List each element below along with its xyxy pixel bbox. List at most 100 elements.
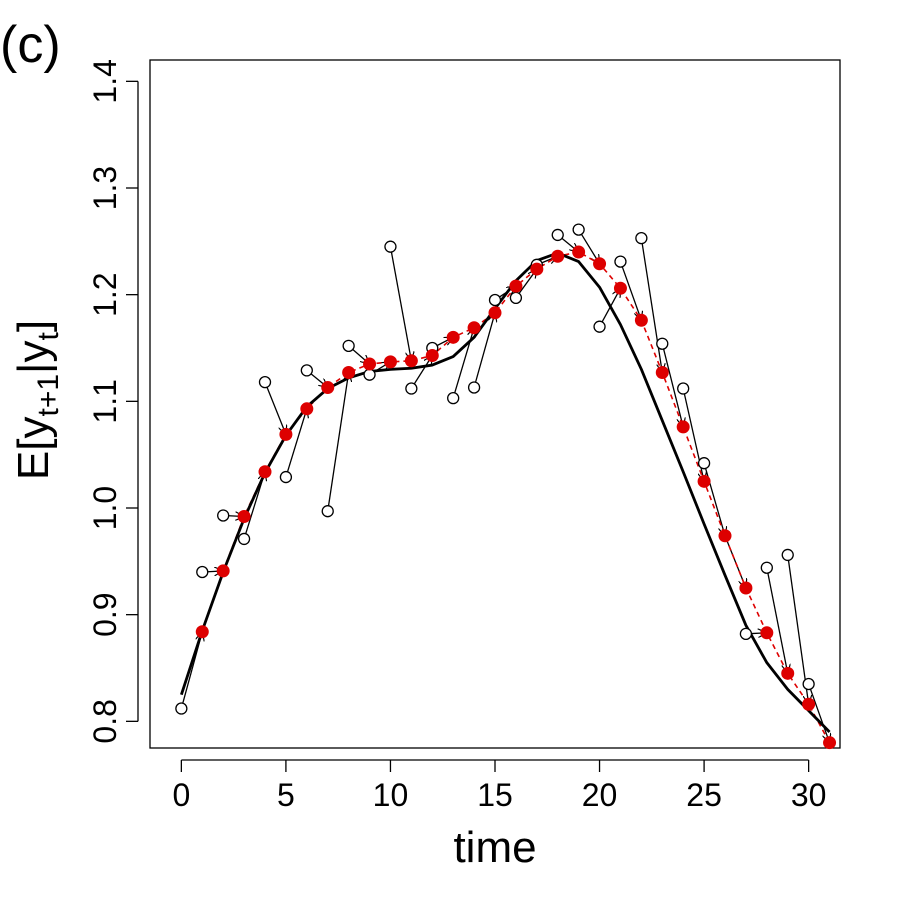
predicted-point [781,666,795,680]
y-label-mid: |y [9,341,58,374]
y-axis-label: E[yt+1|yt] [9,320,65,480]
arrow-group [182,233,830,742]
observed-point [656,337,669,350]
observed-point [384,240,397,253]
y-label-sub1: t+1 [32,374,65,417]
prediction-arrow [662,348,684,427]
predicted-point [718,529,732,543]
observed-point [551,228,564,242]
observed-points [175,223,815,715]
observed-point [781,548,794,562]
observed-point [614,255,627,268]
predicted-point [467,321,481,335]
y-tick-label: 1.4 [87,59,123,103]
predicted-point [488,306,502,320]
x-axis-label: time [453,823,536,872]
predicted-point [530,262,544,276]
observed-point [321,505,334,518]
predicted-point [363,357,377,371]
observed-point [593,320,606,333]
observed-point [697,457,711,470]
observed-point [677,382,690,395]
predicted-point [404,354,418,368]
predicted-dashed-line [201,251,831,744]
predicted-point [509,279,523,293]
observed-point [447,391,460,405]
y-tick-label: 1.2 [87,272,123,316]
observed-point [467,381,481,394]
x-tick-label: 10 [373,777,409,813]
predicted-point [697,474,711,488]
predicted-point [613,281,627,295]
predicted-point [823,736,837,750]
prediction-arrow [286,409,307,472]
predicted-point [551,249,565,263]
prediction-arrow [809,688,829,742]
y-tick-label: 0.9 [87,592,123,636]
prediction-arrow [327,373,349,506]
predicted-point [802,697,816,711]
prediction-arrow [767,573,788,673]
predicted-point [195,625,209,639]
prediction-arrow [641,243,662,373]
prediction-arrow [621,266,641,320]
predicted-point [760,626,774,640]
prediction-arrow [474,313,495,383]
observed-point [635,231,648,245]
smooth-trend-line [180,251,831,733]
observed-point [739,627,753,641]
x-tick-label: 5 [277,777,295,813]
predicted-point [279,427,293,441]
observed-point [217,509,230,522]
predicted-point [342,366,356,380]
observed-point [175,702,188,715]
predicted-point [739,581,753,595]
x-tick-label: 0 [172,777,190,813]
svg-text:E[yt+1|yt]: E[yt+1|yt] [9,320,65,480]
y-tick-label: 1.1 [87,379,123,423]
x-tick-label: 30 [791,777,827,813]
observed-point [342,339,355,353]
y-tick-label: 1.3 [87,166,123,210]
y-axis: 0.8 0.9 1.0 1.1 1.2 1.3 1.4 [87,59,139,744]
observed-point [196,565,209,579]
observed-point [300,364,313,377]
predicted-point [237,510,251,524]
predicted-point [216,564,230,578]
observed-point [258,375,272,389]
y-tick-label: 0.8 [87,699,123,743]
predicted-point [593,257,607,271]
prediction-arrow [390,251,411,361]
observed-point [488,293,502,307]
predicted-point [655,366,669,380]
predicted-point [634,313,648,327]
x-tick-label: 20 [582,777,618,813]
predicted-point [258,465,272,479]
predicted-point [321,380,335,394]
y-label-end: ] [9,320,58,332]
predicted-point [572,245,586,259]
x-axis: 0 5 10 15 20 25 30 [172,759,827,813]
y-tick-label: 1.0 [87,486,123,530]
observed-point [237,532,251,546]
observed-point [279,470,293,484]
predicted-points [195,245,837,750]
predicted-point [425,348,439,362]
plot-frame [149,59,841,749]
y-label-main: E[y [9,416,58,480]
observed-point [802,677,815,691]
predicted-point [676,420,690,434]
observed-point [509,291,523,305]
predicted-point [383,355,397,369]
observed-point [405,382,418,395]
x-tick-label: 15 [477,777,513,813]
x-tick-label: 25 [686,777,722,813]
predicted-point [446,330,460,344]
panel-label: (c) [0,16,61,74]
prediction-arrow [266,386,286,434]
observed-point [760,561,773,574]
y-label-sub2: t [32,332,65,341]
predicted-point [300,402,314,416]
observed-point [363,368,376,381]
